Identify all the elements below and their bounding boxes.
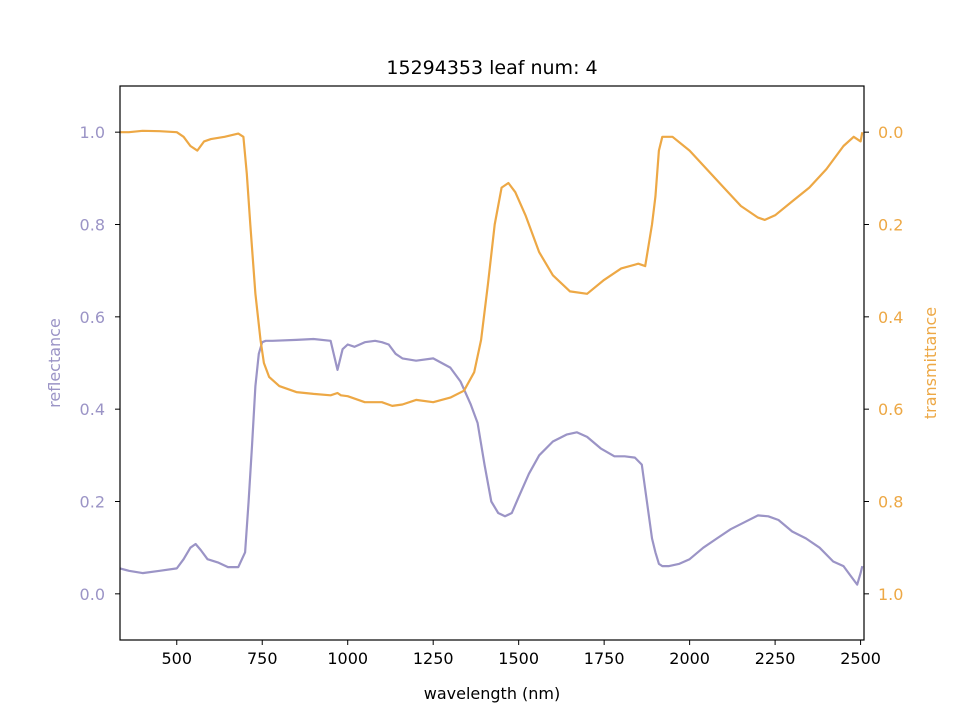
reflectance-line: [119, 337, 864, 586]
y-tick-label: 0.4: [80, 400, 105, 419]
y-tick-label: 0.8: [80, 216, 105, 235]
x-tick-label: 1250: [413, 649, 454, 668]
x-tick-label: 2000: [669, 649, 710, 668]
transmittance-line: [120, 129, 864, 407]
y-axis-label-transmittance: transmittance: [921, 307, 940, 419]
y-tick-label: 1.0: [80, 123, 105, 142]
chart-title: 15294353 leaf num: 4: [386, 57, 597, 79]
y2-tick-label: 0.8: [878, 493, 903, 512]
y2-tick-label: 0.2: [878, 216, 903, 235]
y2-tick-label: 0.0: [878, 123, 903, 142]
x-tick-label: 2500: [840, 649, 881, 668]
y2-tick-label: 0.4: [878, 308, 903, 327]
y-axis-label-reflectance: reflectance: [45, 318, 64, 408]
y-tick-label: 0.6: [80, 308, 105, 327]
series-layer: [119, 129, 864, 586]
plot-frame: [119, 85, 865, 641]
x-tick-label: 2250: [755, 649, 796, 668]
y-tick-label: 0.2: [80, 493, 105, 512]
x-tick-label: 750: [247, 649, 278, 668]
x-tick-label: 500: [161, 649, 192, 668]
y-tick-label: 0.0: [80, 585, 105, 604]
x-axis: 500 750 1000 1250 1500 1750 2000 2250 2500: [161, 640, 881, 668]
x-axis-label: wavelength (nm): [424, 684, 561, 703]
x-tick-label: 1750: [584, 649, 625, 668]
x-tick-label: 1000: [327, 649, 368, 668]
y-axis-right: 0.0 0.2 0.4 0.6 0.8 1.0: [864, 123, 903, 604]
y-axis-left: 0.0 0.2 0.4 0.6 0.8 1.0: [80, 123, 120, 604]
y2-tick-label: 1.0: [878, 585, 903, 604]
y2-tick-label: 0.6: [878, 400, 903, 419]
x-tick-label: 1500: [498, 649, 539, 668]
